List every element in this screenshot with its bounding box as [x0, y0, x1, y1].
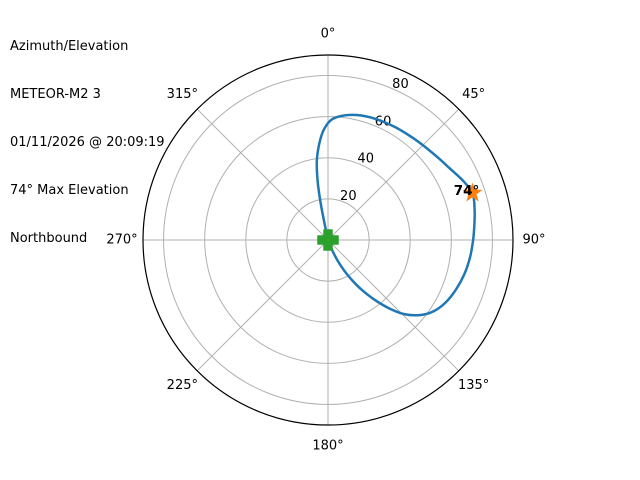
- azimuth-tick-label: 90°: [522, 233, 545, 248]
- azimuth-tick-label: 315°: [167, 87, 198, 102]
- max-elevation-text: 74° Max Elevation: [10, 183, 129, 198]
- max-elevation-marker: [462, 182, 483, 202]
- azimuth-tick-label: 180°: [312, 439, 343, 454]
- azimuth-tick-label: 225°: [167, 378, 198, 393]
- elevation-tick-label: 20: [340, 189, 357, 204]
- pass-start-marker: [317, 229, 339, 251]
- satellite-track: [315, 113, 476, 317]
- elevation-tick-label: 80: [392, 77, 409, 92]
- azimuth-tick-label: 45°: [462, 87, 485, 102]
- max-elevation-label: 74°: [454, 183, 480, 199]
- polar-outline: [142, 54, 514, 426]
- pass-timestamp: 01/11/2026 @ 20:09:19: [10, 135, 165, 150]
- azimuth-tick-label: 0°: [321, 27, 336, 42]
- satellite-name: METEOR-M2 3: [10, 87, 101, 102]
- pass-info-header: Azimuth/Elevation METEOR-M2 3 01/11/2026…: [10, 7, 165, 279]
- pass-direction: Northbound: [10, 231, 88, 246]
- elevation-tick-label: 40: [357, 152, 374, 167]
- azimuth-tick-label: 135°: [458, 378, 489, 393]
- chart-title: Azimuth/Elevation: [10, 39, 129, 54]
- azimuth-tick-label: 270°: [106, 233, 137, 248]
